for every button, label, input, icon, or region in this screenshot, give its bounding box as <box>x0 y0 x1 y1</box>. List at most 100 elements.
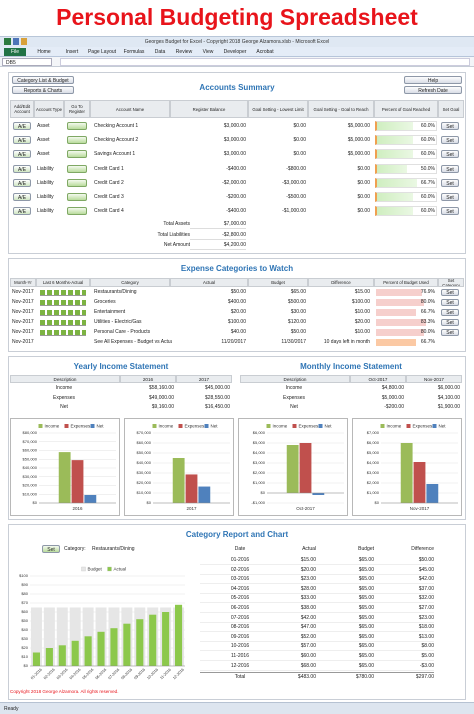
percent-bar <box>376 299 424 306</box>
go-to-button[interactable] <box>67 207 87 216</box>
legend-swatch <box>81 566 86 572</box>
go-to-button[interactable] <box>67 164 87 173</box>
column-header: Account Type <box>34 100 64 118</box>
budget: $50.00 <box>290 329 306 335</box>
column-header: Description <box>240 375 350 383</box>
lowest-limit: $0.00 <box>293 151 306 158</box>
ribbon <box>0 47 474 57</box>
bar <box>71 640 79 666</box>
y-tick-label: $0 <box>375 500 380 505</box>
set-button[interactable]: Set <box>441 193 459 201</box>
y-tick-label: $4,000 <box>367 460 380 465</box>
ribbon-tab[interactable]: Formulas <box>123 49 145 55</box>
y-tick-label: $0 <box>24 663 29 668</box>
ribbon-tab[interactable]: Home <box>37 49 51 55</box>
percent-bar <box>377 122 413 130</box>
ribbon-tab[interactable]: Review <box>175 49 193 55</box>
go-to-button[interactable] <box>67 178 87 187</box>
set-button[interactable]: Set <box>441 207 459 216</box>
y-tick-label: $50,000 <box>137 450 152 455</box>
set-button[interactable]: Set <box>441 150 459 159</box>
percent-label: 66.7% <box>420 179 435 186</box>
table-cell: $57.00 <box>280 642 316 652</box>
edit-button[interactable]: A/E <box>13 178 31 187</box>
table-cell: 02-2016 <box>200 566 280 575</box>
set-button[interactable]: Set <box>441 319 459 326</box>
x-tick-label: 06-2016 <box>95 668 108 681</box>
table-cell: $27.00 <box>374 604 434 613</box>
button[interactable]: Category List & Budget <box>12 76 74 84</box>
percent-bar <box>376 339 417 346</box>
go-to-button[interactable] <box>67 150 87 159</box>
column-header: Difference <box>411 546 434 552</box>
legend-label: Expenses <box>299 423 320 428</box>
amount: $1,900.00 <box>437 404 460 410</box>
total-value: -$2,800.00 <box>190 231 246 240</box>
bar <box>136 619 144 666</box>
edit-button[interactable]: A/E <box>13 150 31 159</box>
y-tick-label: $10,000 <box>23 491 38 496</box>
set-button[interactable]: Set <box>441 136 459 145</box>
legend-swatch <box>432 424 437 428</box>
column-header: Percent of Goal Reached <box>374 100 438 118</box>
y-tick-label: $90 <box>21 582 28 587</box>
table-cell: 08-2016 <box>200 623 280 633</box>
account-name: Savings Account 1 <box>94 151 136 158</box>
set-button[interactable]: Set <box>441 122 459 130</box>
ribbon-tab[interactable]: Page Layout <box>87 49 117 55</box>
actual: $40.00 <box>230 329 246 335</box>
percent-bar <box>377 193 413 201</box>
percent-label: 66.7% <box>420 309 435 315</box>
section-heading: Yearly Income Statement <box>73 362 169 371</box>
ribbon-tab[interactable]: Data <box>154 49 166 55</box>
lowest-limit: -$800.00 <box>286 165 306 172</box>
set-button[interactable]: Set <box>441 289 459 296</box>
table-cell: $20.00 <box>280 566 316 575</box>
table-total: $483.00 <box>280 672 316 681</box>
set-button[interactable]: Set <box>42 545 60 553</box>
row-label: Net <box>60 404 68 410</box>
button[interactable]: Reports & Charts <box>12 86 74 94</box>
table-cell: 09-2016 <box>200 633 280 642</box>
category: Entertainment <box>94 309 126 315</box>
edit-button[interactable]: A/E <box>13 164 31 173</box>
table-cell: $65.00 <box>316 594 374 604</box>
edit-button[interactable]: A/E <box>13 122 31 130</box>
set-button[interactable]: Set <box>441 299 459 306</box>
y-tick-label: $0 <box>33 500 38 505</box>
go-to-button[interactable] <box>67 193 87 201</box>
edit-button[interactable]: A/E <box>13 136 31 145</box>
ribbon-tab[interactable]: Acrobat <box>256 49 274 55</box>
x-tick-label: 11-2016 <box>159 668 171 680</box>
table-cell: $52.00 <box>280 633 316 642</box>
go-to-button[interactable] <box>67 122 87 130</box>
x-tick-label: 09-2016 <box>133 668 146 681</box>
table-cell: $8.00 <box>374 642 434 652</box>
ribbon-tab[interactable]: Developer <box>223 49 247 55</box>
edit-button[interactable]: A/E <box>13 193 31 201</box>
button[interactable]: Refresh Date <box>404 86 462 94</box>
month: Nov-2017 <box>12 309 34 315</box>
table-cell: 05-2016 <box>200 594 280 604</box>
goal: $5,000.00 <box>347 151 370 158</box>
ribbon-tab[interactable]: View <box>202 49 214 55</box>
button[interactable]: Help <box>404 76 462 84</box>
percent-cell <box>375 177 437 188</box>
edit-button[interactable]: A/E <box>13 207 31 216</box>
set-button[interactable]: Set <box>441 329 459 336</box>
bar <box>45 648 53 666</box>
ribbon-tab[interactable]: Insert <box>65 49 79 55</box>
set-button[interactable]: Set <box>441 309 459 316</box>
table-cell: -$3.00 <box>374 662 434 671</box>
section-frame <box>8 258 466 352</box>
table-cell: 07-2016 <box>200 614 280 623</box>
go-to-button[interactable] <box>67 136 87 145</box>
percent-cell <box>375 192 437 202</box>
column-header: Actual <box>302 546 316 552</box>
sparkline <box>40 300 86 306</box>
ribbon-tab[interactable]: File <box>4 48 26 56</box>
set-button[interactable]: Set <box>441 178 459 187</box>
x-tick-label: 01-2016 <box>30 668 43 681</box>
legend-swatch <box>204 424 209 428</box>
set-button[interactable]: Set <box>441 164 459 173</box>
